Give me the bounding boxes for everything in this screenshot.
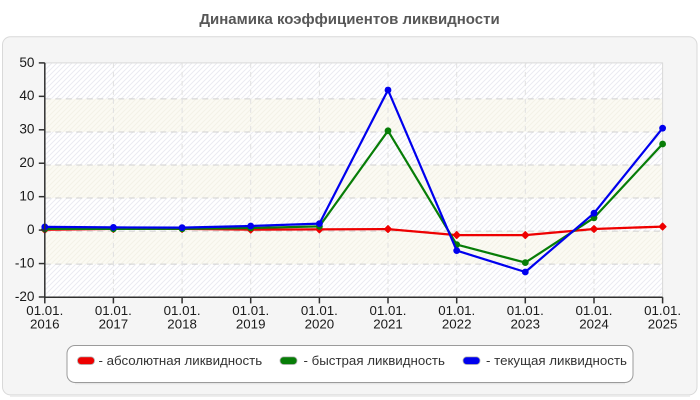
svg-text:01.01.: 01.01.: [232, 303, 269, 318]
svg-text:01.01.: 01.01.: [644, 303, 681, 318]
svg-text:-10: -10: [15, 255, 35, 270]
svg-text:- абсолютная ликвидность: - абсолютная ликвидность: [99, 353, 263, 368]
svg-text:2024: 2024: [579, 317, 609, 332]
svg-text:01.01.: 01.01.: [576, 303, 613, 318]
svg-text:2018: 2018: [167, 317, 197, 332]
svg-text:01.01.: 01.01.: [95, 303, 132, 318]
svg-text:2025: 2025: [648, 317, 678, 332]
svg-text:40: 40: [19, 88, 35, 103]
svg-text:2021: 2021: [373, 317, 403, 332]
svg-text:30: 30: [19, 122, 35, 137]
svg-text:Динамика коэффициентов ликвидн: Динамика коэффициентов ликвидности: [199, 11, 499, 28]
svg-text:01.01.: 01.01.: [370, 303, 407, 318]
svg-text:2020: 2020: [305, 317, 335, 332]
svg-text:0: 0: [27, 222, 35, 237]
svg-text:2019: 2019: [236, 317, 266, 332]
svg-text:2017: 2017: [99, 317, 129, 332]
svg-text:10: 10: [19, 189, 35, 204]
svg-text:01.01.: 01.01.: [164, 303, 201, 318]
svg-text:01.01.: 01.01.: [438, 303, 475, 318]
svg-text:2016: 2016: [30, 317, 60, 332]
svg-text:- текущая ликвидность: - текущая ликвидность: [486, 353, 627, 368]
svg-text:01.01.: 01.01.: [26, 303, 63, 318]
svg-text:-20: -20: [15, 289, 35, 304]
svg-text:- быстрая ликвидность: - быстрая ликвидность: [304, 353, 445, 368]
svg-text:2023: 2023: [511, 317, 541, 332]
svg-text:20: 20: [19, 155, 35, 170]
svg-text:50: 50: [19, 55, 35, 70]
svg-text:01.01.: 01.01.: [301, 303, 338, 318]
svg-text:01.01.: 01.01.: [507, 303, 544, 318]
svg-text:2022: 2022: [442, 317, 472, 332]
